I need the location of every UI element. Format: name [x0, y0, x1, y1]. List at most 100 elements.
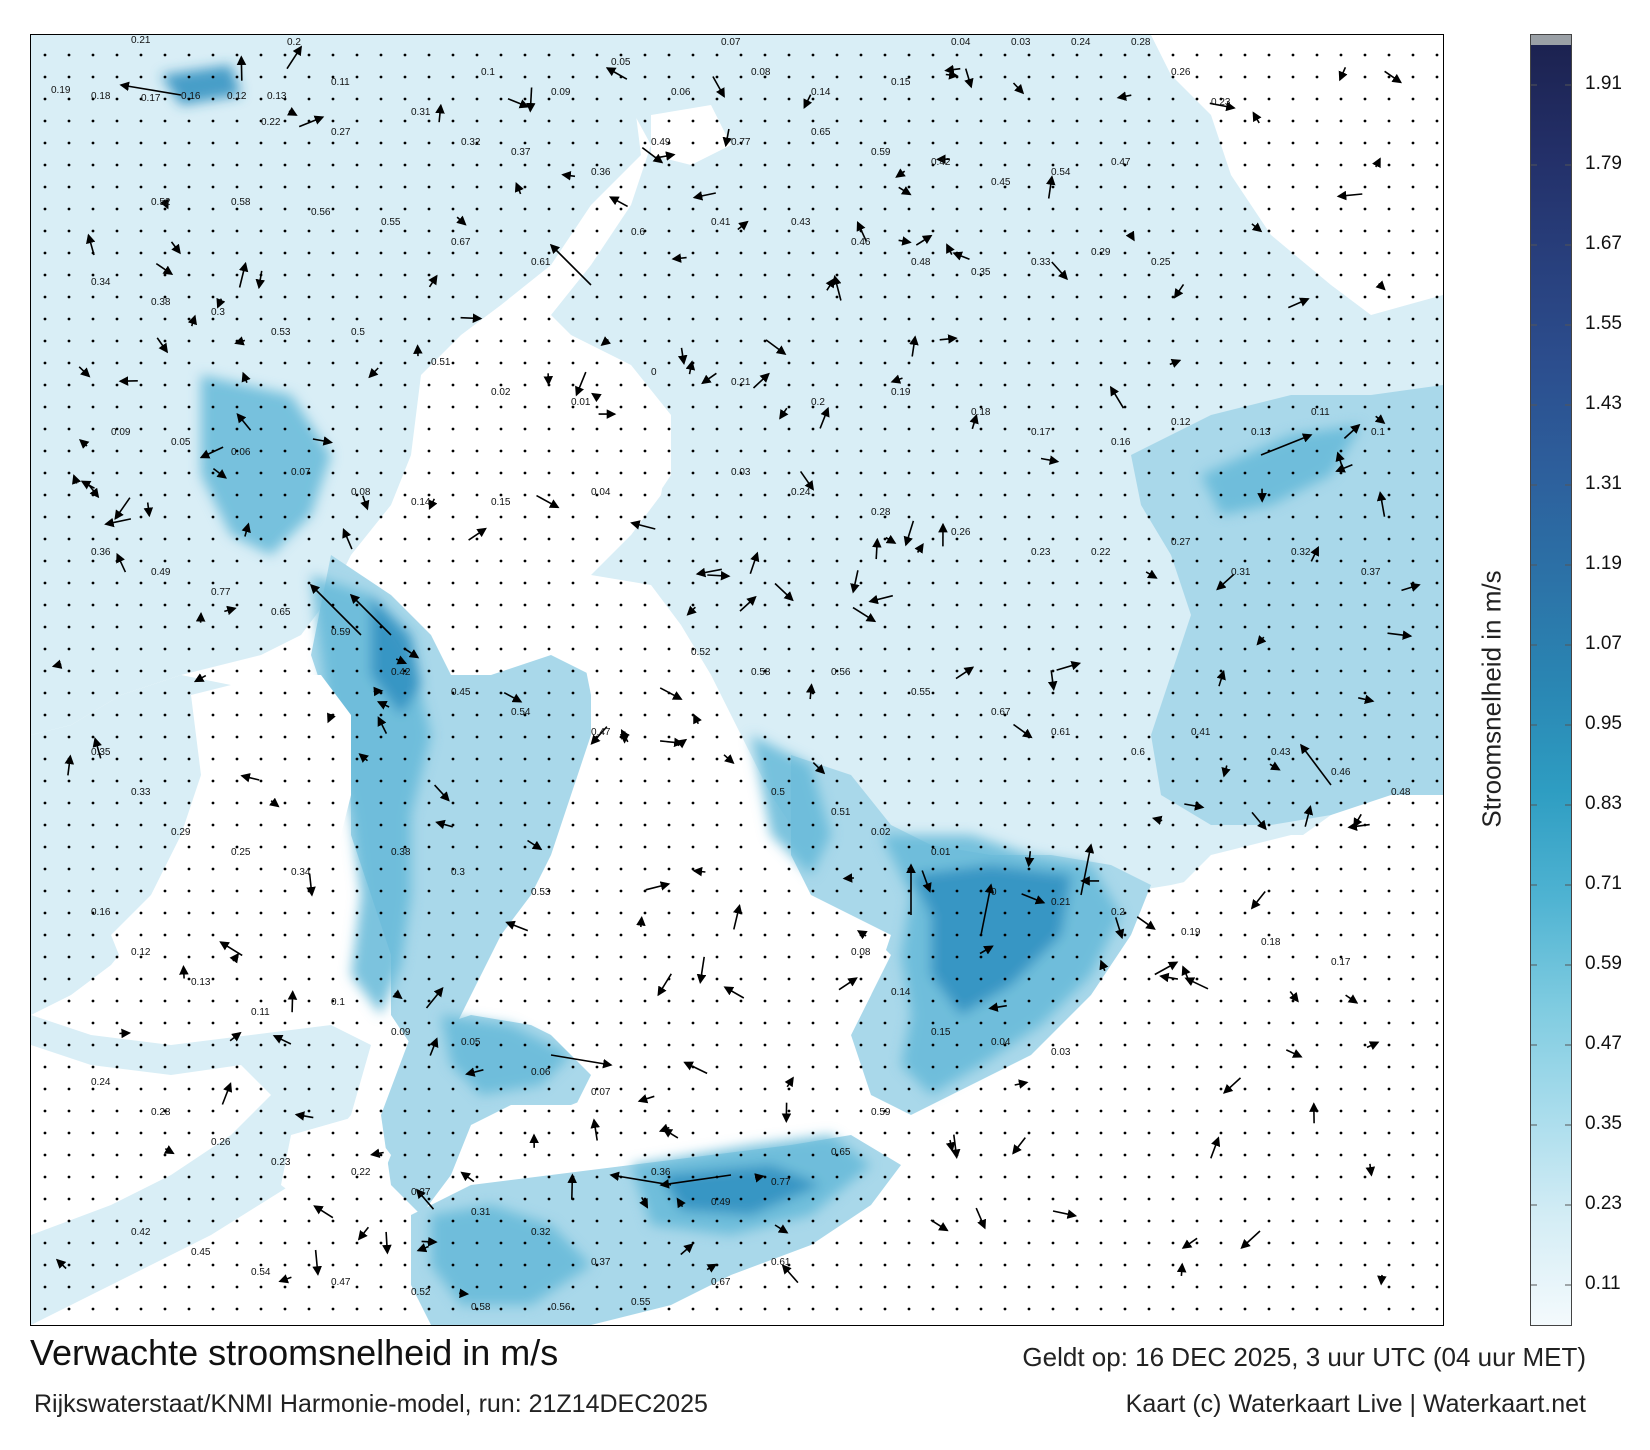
colorbar-tick-label: 1.55 [1585, 313, 1622, 334]
grid-dot [307, 713, 311, 717]
grid-dot [1099, 537, 1103, 541]
grid-dot [883, 1241, 887, 1245]
grid-dot [1411, 779, 1415, 783]
grid-dot [187, 867, 191, 871]
grid-dot [1171, 1263, 1175, 1267]
grid-dot [211, 1153, 215, 1157]
current-arrow [193, 673, 207, 683]
grid-dot [43, 317, 47, 321]
grid-dot [1147, 1109, 1151, 1113]
current-arrow [975, 1207, 987, 1230]
grid-dot [523, 581, 527, 585]
grid-dot [403, 317, 407, 321]
grid-dot [259, 911, 263, 915]
grid-dot [619, 1043, 623, 1047]
grid-dot [835, 1153, 839, 1157]
grid-dot [1435, 1197, 1439, 1201]
grid-dot [859, 559, 863, 563]
grid-dot [763, 911, 767, 915]
speed-label: 0.3 [451, 867, 465, 878]
grid-dot [1291, 163, 1295, 167]
grid-dot [547, 1087, 551, 1091]
grid-dot [1123, 1021, 1127, 1025]
grid-dot [763, 449, 767, 453]
grid-dot [235, 493, 239, 497]
grid-dot [67, 1021, 71, 1025]
grid-dot [787, 845, 791, 849]
grid-dot [667, 471, 671, 475]
grid-dot [427, 317, 431, 321]
grid-dot [1219, 75, 1223, 79]
grid-dot [379, 229, 383, 233]
grid-dot [1435, 1263, 1439, 1267]
grid-dot [523, 823, 527, 827]
grid-dot [571, 1241, 575, 1245]
grid-dot [1339, 53, 1343, 57]
grid-dot [43, 999, 47, 1003]
grid-dot [1099, 317, 1103, 321]
grid-dot [1267, 999, 1271, 1003]
grid-dot [1123, 647, 1127, 651]
speed-label: 0.5 [771, 787, 785, 798]
grid-dot [1243, 889, 1247, 893]
grid-dot [187, 1219, 191, 1223]
current-arrow [641, 146, 664, 164]
current-speed-map[interactable]: 0.21 0.2 0.19 0.18 0.17 0.16 0.12 0.13 0.11 0.1 0.… [30, 34, 1444, 1326]
grid-dot [1099, 823, 1103, 827]
grid-dot [331, 933, 335, 937]
grid-dot [1387, 185, 1391, 189]
current-arrow [659, 1174, 732, 1189]
current-arrow [294, 1111, 314, 1121]
grid-dot [1051, 603, 1055, 607]
grid-dot [1291, 339, 1295, 343]
grid-dot [595, 977, 599, 981]
grid-dot [427, 537, 431, 541]
grid-dot [883, 1153, 887, 1157]
grid-dot [1315, 427, 1319, 431]
grid-dot [763, 647, 767, 651]
grid-dot [1267, 669, 1271, 673]
current-arrow [327, 712, 336, 724]
grid-dot [763, 119, 767, 123]
grid-dot [619, 1109, 623, 1113]
grid-dot [955, 1219, 959, 1223]
grid-dot [1099, 1197, 1103, 1201]
grid-dot [1051, 1285, 1055, 1289]
grid-dot [1195, 119, 1199, 123]
grid-dot [1435, 1109, 1439, 1113]
current-arrow [561, 170, 576, 181]
grid-dot [739, 119, 743, 123]
current-arrow [1376, 491, 1387, 517]
grid-dot [1267, 625, 1271, 629]
grid-dot [1171, 295, 1175, 299]
grid-dot [1435, 1087, 1439, 1091]
grid-dot [979, 75, 983, 79]
grid-dot [427, 229, 431, 233]
grid-dot [1291, 625, 1295, 629]
grid-dot [43, 53, 47, 57]
grid-dot [931, 1087, 935, 1091]
grid-dot [883, 449, 887, 453]
grid-dot [547, 339, 551, 343]
grid-dot [43, 427, 47, 431]
speed-label: 0.77 [731, 137, 751, 148]
grid-dot [1267, 1021, 1271, 1025]
grid-dot [139, 163, 143, 167]
grid-dot [595, 141, 599, 145]
grid-dot [811, 1021, 815, 1025]
grid-dot [67, 1153, 71, 1157]
grid-dot [115, 581, 119, 585]
grid-dot [139, 669, 143, 673]
grid-dot [643, 1043, 647, 1047]
grid-dot [115, 669, 119, 673]
grid-dot [691, 1153, 695, 1157]
grid-dot [763, 185, 767, 189]
grid-dot [235, 999, 239, 1003]
current-arrow [435, 103, 445, 123]
grid-dot [187, 823, 191, 827]
grid-dot [763, 1109, 767, 1113]
speed-label: 0.53 [531, 887, 551, 898]
grid-dot [691, 669, 695, 673]
grid-dot [523, 999, 527, 1003]
grid-dot [763, 361, 767, 365]
